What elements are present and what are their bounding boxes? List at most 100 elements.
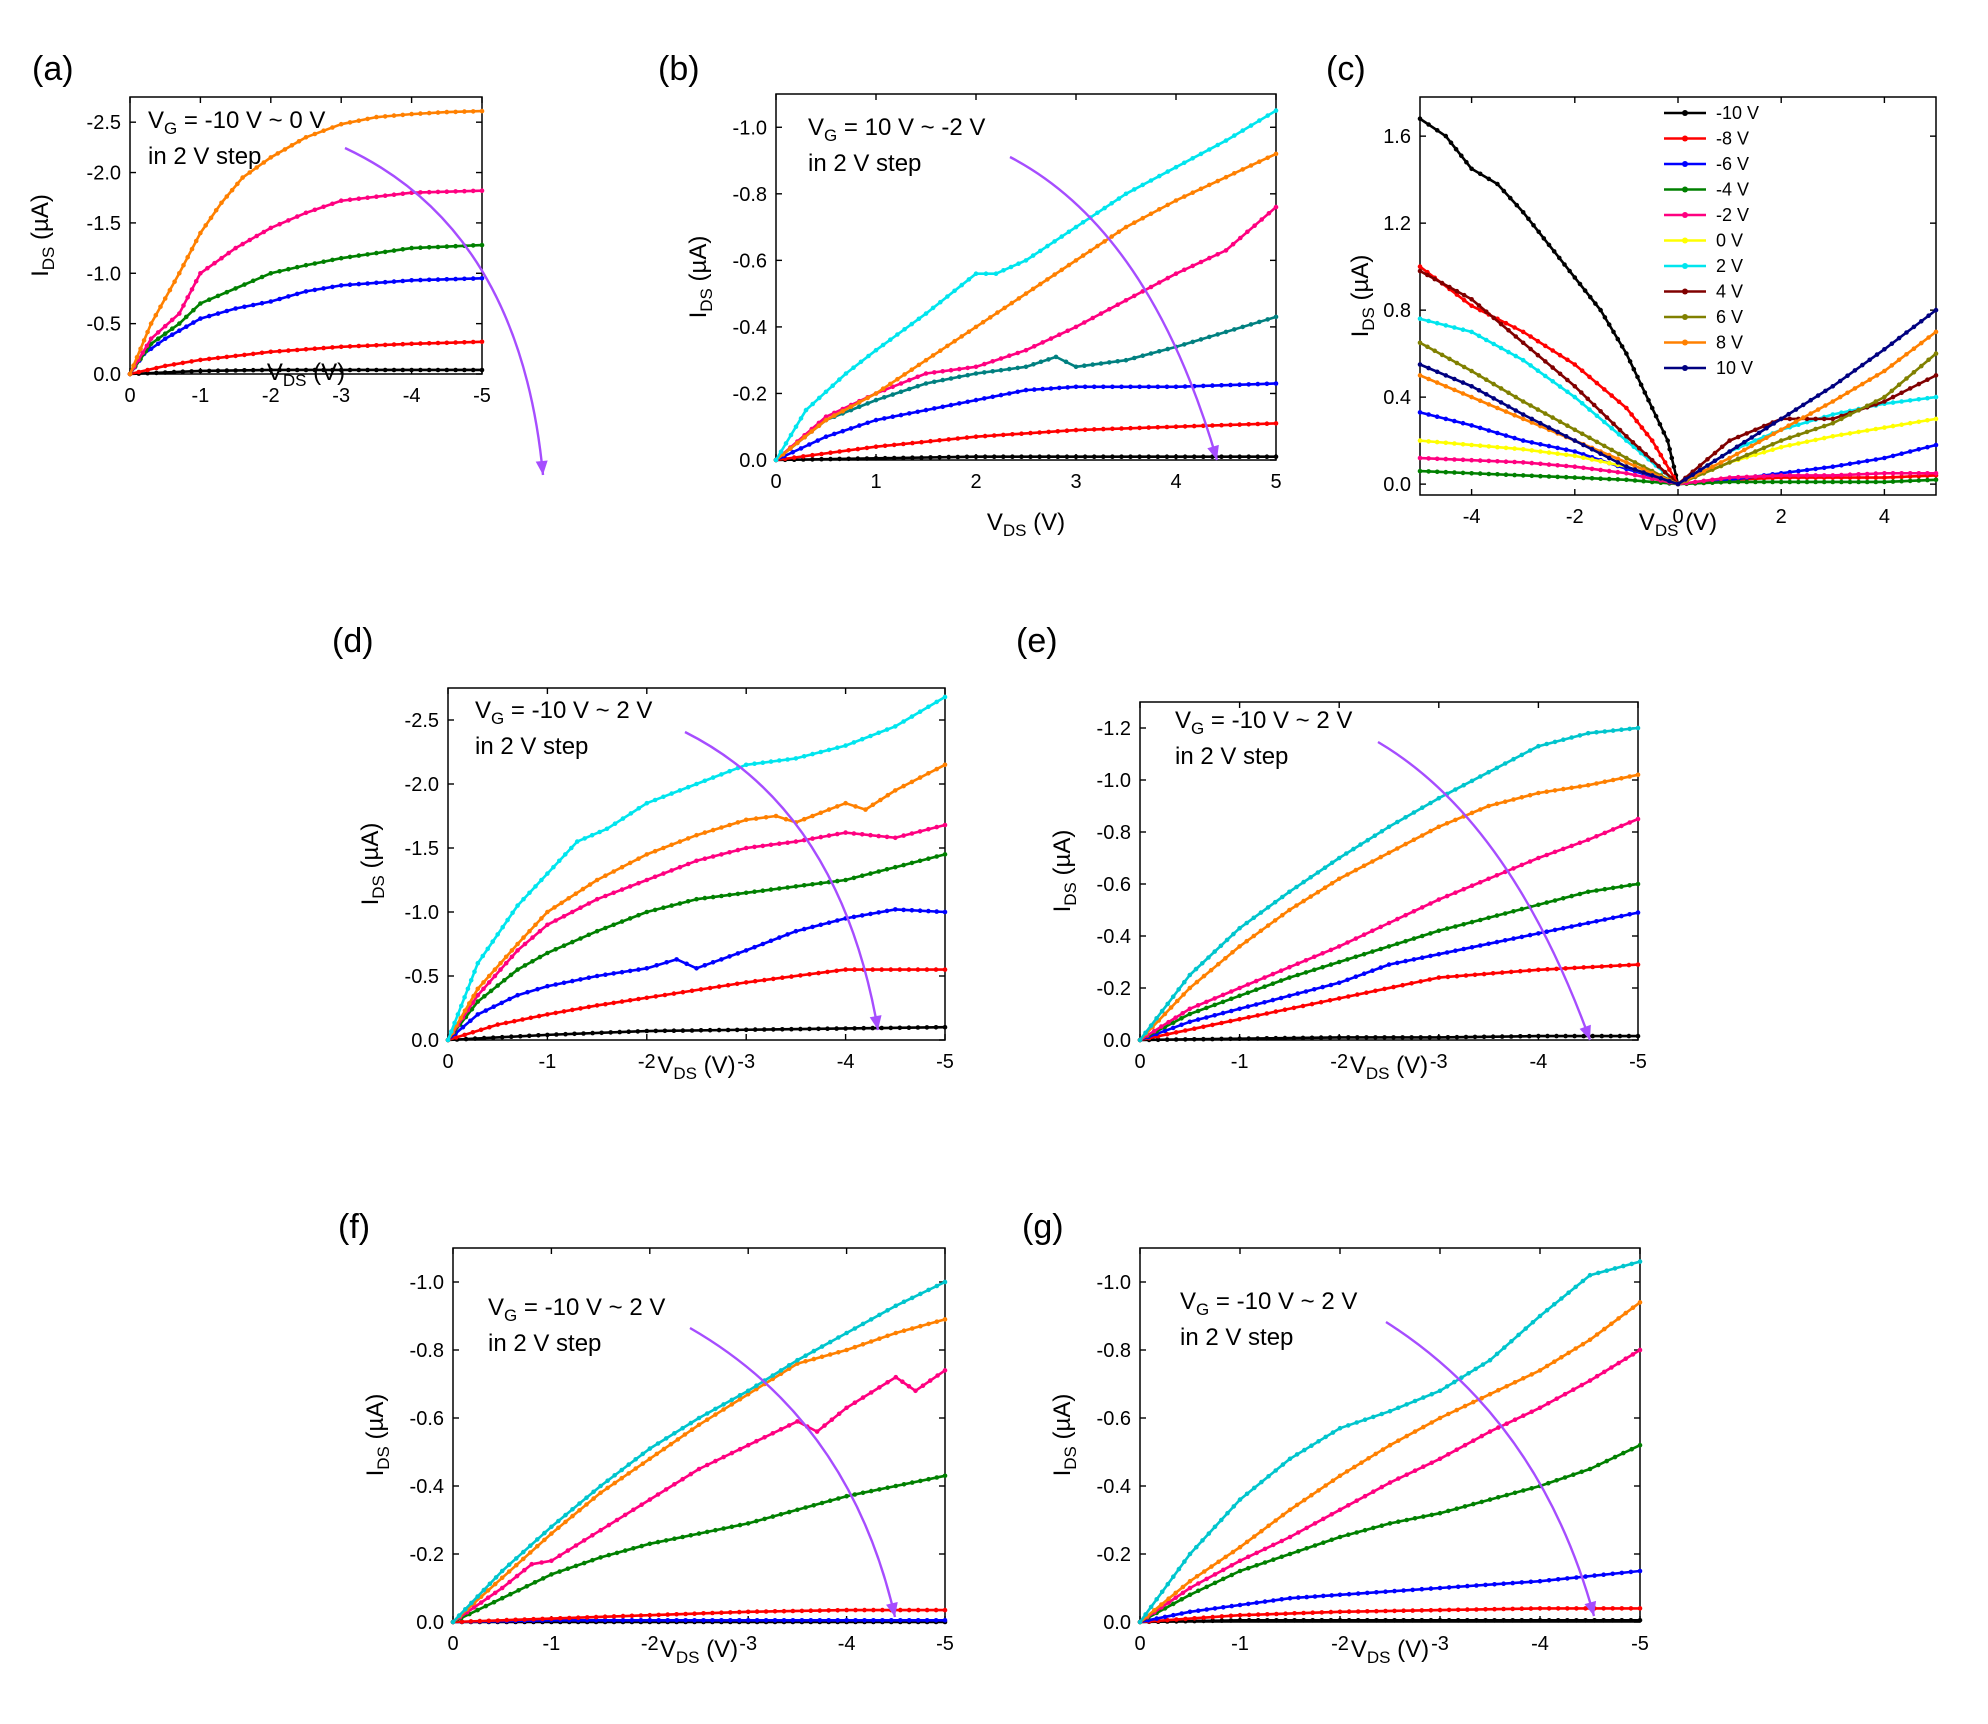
data-point [509, 948, 515, 953]
data-point [1411, 810, 1417, 815]
data-point [1259, 1479, 1264, 1485]
data-point [485, 946, 491, 952]
data-point [1364, 1035, 1369, 1040]
data-point [1637, 445, 1642, 451]
data-point [469, 1600, 474, 1606]
data-point [946, 437, 951, 442]
data-point [470, 367, 476, 373]
data-point [553, 1010, 558, 1016]
data-point [1602, 315, 1608, 320]
data-point [1911, 370, 1917, 375]
data-point [917, 908, 923, 913]
data-point [1115, 359, 1120, 364]
data-point [1316, 1488, 1321, 1493]
data-point [1771, 431, 1777, 437]
data-point [982, 361, 987, 367]
data-point [1926, 357, 1931, 363]
data-point [1180, 1590, 1186, 1596]
data-point [778, 1371, 784, 1377]
data-point [141, 338, 147, 343]
data-point [528, 1543, 533, 1548]
data-point [1437, 1415, 1443, 1421]
data-point [1228, 1618, 1234, 1623]
y-tick-label: -1.0 [405, 902, 439, 924]
data-point [492, 1581, 498, 1587]
data-point [1073, 454, 1079, 460]
data-point [268, 225, 274, 231]
data-point [294, 291, 300, 297]
data-point [934, 1283, 940, 1289]
data-point [737, 1446, 743, 1452]
data-point [1463, 1034, 1469, 1040]
data-point [1452, 441, 1457, 446]
data-point [790, 1618, 796, 1623]
data-point [1266, 1474, 1271, 1479]
data-point [409, 367, 414, 373]
data-point [1896, 335, 1902, 341]
data-point [1471, 1399, 1476, 1405]
data-point [798, 416, 804, 421]
data-point [781, 1608, 787, 1614]
data-point [470, 1030, 476, 1035]
data-point [1273, 204, 1279, 210]
data-point [1323, 1483, 1328, 1488]
data-point [1528, 1618, 1534, 1623]
data-point [1265, 1618, 1270, 1623]
data-point [799, 1618, 805, 1623]
data-point [1204, 999, 1209, 1005]
data-point [1444, 950, 1450, 955]
data-point [1512, 435, 1517, 441]
data-point [853, 1607, 858, 1613]
data-point [665, 1618, 670, 1623]
data-point [463, 1036, 469, 1042]
data-point [1391, 984, 1396, 990]
data-point [760, 843, 766, 849]
data-point [1270, 997, 1276, 1003]
x-axis-title: VDS (V) [660, 1636, 738, 1667]
data-point [1362, 1493, 1368, 1499]
data-point [826, 807, 832, 812]
data-point [636, 912, 641, 918]
data-point [843, 743, 848, 748]
x-tick-label: -2 [641, 1633, 659, 1655]
data-point [1460, 420, 1466, 426]
data-point [885, 1485, 890, 1490]
data-point [1469, 471, 1474, 476]
data-point [1187, 985, 1193, 991]
data-point [330, 345, 335, 350]
data-point [598, 1490, 603, 1496]
plot-frame [129, 96, 483, 375]
data-point [885, 1380, 890, 1385]
y-tick-label: -0.4 [733, 317, 767, 339]
data-point [282, 147, 288, 152]
data-point [1396, 1438, 1401, 1443]
data-point [235, 181, 240, 187]
data-point [589, 832, 595, 838]
data-point [707, 1027, 713, 1033]
data-point [1511, 866, 1516, 871]
data-point [338, 283, 344, 288]
data-point [1598, 467, 1603, 473]
data-point [1538, 449, 1543, 454]
data-point [1038, 248, 1043, 254]
data-point [1128, 454, 1133, 460]
data-point [1537, 1368, 1543, 1373]
data-point [685, 784, 691, 790]
data-point [1296, 1595, 1301, 1600]
data-point [721, 1402, 726, 1407]
data-point [468, 1018, 473, 1024]
data-point [1501, 1618, 1506, 1623]
data-point [1162, 1011, 1168, 1017]
data-point [619, 969, 625, 975]
data-point [940, 404, 945, 410]
data-point [1582, 288, 1588, 293]
data-point [603, 925, 608, 931]
data-point [374, 367, 379, 373]
data-point [990, 359, 995, 364]
data-point [1611, 421, 1616, 427]
data-point [1486, 402, 1492, 407]
data-point [1492, 1582, 1497, 1587]
data-point [884, 908, 890, 914]
data-point [1412, 1398, 1418, 1404]
data-point [1619, 727, 1624, 732]
